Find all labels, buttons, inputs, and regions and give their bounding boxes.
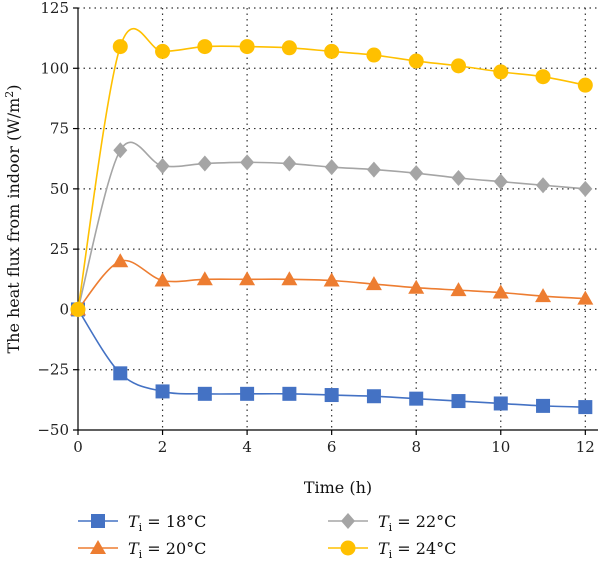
data-point <box>493 396 508 411</box>
y-tick-label: 25 <box>50 240 69 258</box>
y-tick-label: 0 <box>59 300 69 318</box>
data-point <box>365 276 382 291</box>
legend-item-2: Ti = 22°C <box>328 512 456 534</box>
data-point <box>240 386 255 401</box>
legend-marker <box>91 514 105 528</box>
data-point <box>408 53 424 69</box>
data-point <box>409 165 424 182</box>
data-point <box>366 389 381 404</box>
legend-marker <box>341 513 355 529</box>
data-point <box>409 391 424 406</box>
legend-item-3: Ti = 24°C <box>328 539 456 561</box>
data-point <box>324 159 339 176</box>
data-point <box>196 271 213 286</box>
data-point <box>282 386 297 401</box>
y-tick-label: 125 <box>40 0 69 17</box>
legend-label: Ti = 20°C <box>128 539 206 561</box>
data-point <box>493 173 508 190</box>
x-tick-label: 4 <box>242 438 252 456</box>
data-point <box>240 154 255 171</box>
data-point <box>113 142 128 159</box>
data-point <box>155 43 171 59</box>
x-tick-label: 8 <box>411 438 421 456</box>
data-point <box>451 170 466 187</box>
data-point <box>112 39 128 55</box>
data-point <box>113 366 128 381</box>
x-tick-label: 6 <box>327 438 337 456</box>
x-tick-label: 2 <box>158 438 168 456</box>
series-lines <box>70 28 594 415</box>
data-point <box>155 384 170 399</box>
data-point <box>323 272 340 287</box>
legend-marker <box>340 540 356 556</box>
y-tick-label: 75 <box>50 120 69 138</box>
data-point <box>450 282 467 297</box>
data-point <box>408 279 425 294</box>
legend-label: Ti = 18°C <box>128 512 206 534</box>
data-point <box>281 40 297 56</box>
data-point <box>451 394 466 409</box>
legend-item-1: Ti = 20°C <box>78 539 206 561</box>
x-tick-label: 10 <box>491 438 510 456</box>
data-point <box>535 288 552 303</box>
data-point <box>324 43 340 59</box>
series-0 <box>71 302 593 415</box>
y-tick-label: 100 <box>40 59 69 77</box>
data-point <box>197 155 212 172</box>
legend-label: Ti = 22°C <box>378 512 456 534</box>
data-point <box>366 47 382 63</box>
data-point <box>281 271 298 286</box>
data-point <box>70 301 86 317</box>
data-point <box>197 386 212 401</box>
data-point <box>155 157 170 174</box>
data-point <box>578 400 593 415</box>
y-tick-label: −25 <box>37 361 69 379</box>
x-axis-title: Time (h) <box>304 478 372 497</box>
data-point <box>282 155 297 172</box>
legend-label: Ti = 24°C <box>378 539 456 561</box>
data-point <box>577 290 594 305</box>
data-point <box>197 39 213 55</box>
tick-labels: −50 −25 0 25 50 75 100 125 0 2 4 6 8 10 12 <box>37 0 595 456</box>
data-point <box>536 177 551 194</box>
legend: Ti = 18°C Ti = 20°C Ti = 22°C Ti = 24°C <box>78 512 456 561</box>
series-1 <box>70 253 594 316</box>
data-point <box>493 64 509 80</box>
data-point <box>239 39 255 55</box>
y-tick-label: −50 <box>37 421 69 439</box>
data-point <box>535 69 551 85</box>
data-point <box>112 253 129 268</box>
y-axis-title: The heat flux from indoor (W/m2) <box>3 84 23 353</box>
legend-item-0: Ti = 18°C <box>78 512 206 534</box>
legend-marker <box>90 540 106 554</box>
data-point <box>450 58 466 74</box>
grid-lines <box>78 7 598 430</box>
axes <box>73 7 598 435</box>
data-point <box>577 77 593 93</box>
x-tick-label: 0 <box>73 438 83 456</box>
data-point <box>492 284 509 299</box>
data-point <box>536 398 551 413</box>
data-point <box>239 271 256 286</box>
series-3 <box>70 28 593 317</box>
data-point <box>366 161 381 178</box>
data-point <box>324 388 339 403</box>
data-point <box>154 272 171 287</box>
series-2 <box>71 141 593 318</box>
data-point <box>578 180 593 197</box>
y-tick-label: 50 <box>50 180 69 198</box>
x-tick-label: 12 <box>576 438 595 456</box>
